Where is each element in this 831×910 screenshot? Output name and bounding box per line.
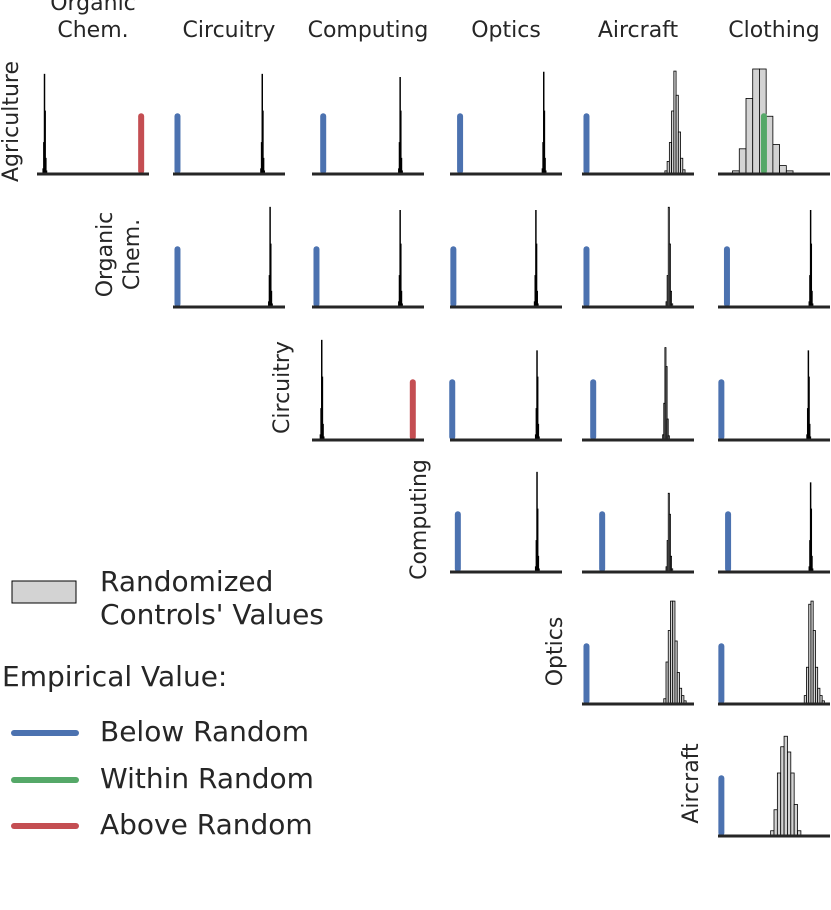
- panel: [718, 735, 830, 838]
- legend-hist-swatch: [11, 580, 77, 604]
- hist-bar: [752, 68, 760, 175]
- panel: [37, 73, 149, 176]
- panel: [582, 70, 694, 176]
- column-header: Aircraft: [598, 18, 679, 43]
- column-header: Chem.: [57, 18, 128, 43]
- panel: [312, 339, 424, 442]
- panel: [718, 209, 830, 309]
- panel: [450, 71, 562, 176]
- row-label: Aircraft: [679, 743, 704, 824]
- panel: [582, 600, 694, 706]
- legend-label: Below Random: [100, 715, 309, 748]
- panel: [312, 77, 424, 176]
- row-label: Optics: [543, 617, 568, 687]
- hist-bar: [790, 772, 795, 837]
- panel: [718, 482, 830, 574]
- panel: [173, 206, 285, 309]
- hist-bar: [783, 735, 788, 837]
- hist-bar: [773, 809, 778, 837]
- column-header: Circuitry: [183, 18, 276, 43]
- legend-label: Within Random: [100, 762, 314, 795]
- hist-bar: [793, 804, 798, 837]
- legend-label: Randomized: [100, 565, 273, 598]
- hist-bar: [787, 751, 792, 837]
- panel: [312, 209, 424, 309]
- column-header: Organic: [50, 0, 136, 16]
- row-label: Organic: [93, 212, 118, 298]
- panel: [718, 350, 830, 442]
- row-label: Chem.: [120, 219, 145, 290]
- legend-title: Empirical Value:: [2, 660, 227, 693]
- panel: [582, 347, 694, 442]
- hist-bar: [776, 772, 782, 837]
- panel: [449, 350, 562, 442]
- panel: [173, 73, 285, 176]
- hist-bar: [738, 148, 747, 175]
- legend-label: Controls' Values: [100, 598, 324, 631]
- legend-label: Above Random: [100, 808, 313, 841]
- hist-bar: [780, 746, 785, 837]
- panel: [450, 209, 562, 309]
- hist-bar: [772, 144, 781, 175]
- column-header: Computing: [308, 18, 429, 43]
- hist-bar: [765, 115, 774, 175]
- panel: [582, 206, 694, 309]
- panel: [718, 68, 830, 176]
- panel: [450, 471, 562, 574]
- panel: [582, 492, 694, 574]
- row-label: Agriculture: [0, 61, 24, 182]
- row-label: Computing: [407, 459, 432, 580]
- column-header: Clothing: [728, 18, 820, 43]
- row-label: Circuitry: [270, 341, 295, 434]
- panel: [718, 600, 830, 706]
- hist-bar: [745, 98, 754, 175]
- column-header: Optics: [471, 18, 541, 43]
